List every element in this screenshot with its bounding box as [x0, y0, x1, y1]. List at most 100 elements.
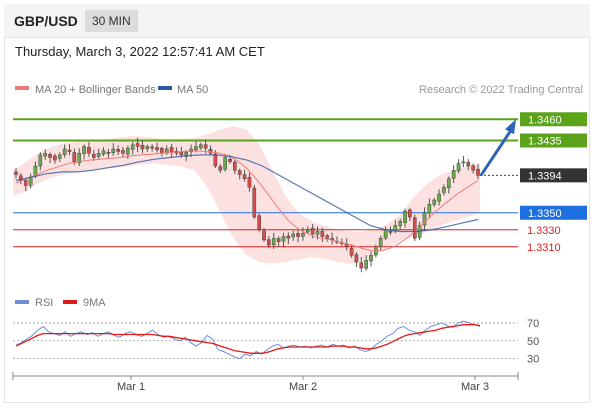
rsi-panel-layer: 70 50 30	[13, 318, 539, 366]
level-label-1.3435: 1.3435	[528, 136, 562, 148]
timeframe-button[interactable]: 30 MIN	[85, 10, 138, 32]
legend-swatch-9ma	[63, 300, 77, 304]
candle-body	[62, 148, 67, 155]
candle-body	[271, 238, 276, 246]
bollinger-band-layer	[13, 126, 480, 264]
candle-body	[310, 227, 315, 235]
candle-body	[67, 149, 72, 152]
credit-text: Research © 2022 Trading Central	[419, 84, 583, 96]
legend-swatch-rsi	[15, 300, 29, 304]
candle-body	[451, 170, 456, 179]
legend-swatch-ma20	[15, 86, 29, 90]
candle-body	[325, 235, 330, 239]
candle-body	[286, 235, 291, 239]
candle-body	[437, 193, 441, 202]
candle-body	[233, 161, 237, 171]
candle-body	[208, 149, 213, 154]
candle-body	[155, 147, 159, 151]
candle-body	[456, 163, 461, 172]
candle-body	[349, 248, 354, 256]
forecast-arrow-head	[505, 119, 516, 135]
candle-body	[96, 153, 101, 157]
level-box-1.3435	[520, 133, 587, 148]
candle-body	[412, 217, 417, 239]
candle-body	[388, 231, 393, 233]
forecast-layer	[479, 119, 516, 177]
legend-9ma-label: 9MA	[83, 297, 106, 309]
candle-body	[126, 147, 130, 155]
candle-body	[194, 146, 198, 151]
candle-body	[262, 230, 266, 241]
candle-body	[111, 148, 116, 153]
candle-body	[160, 148, 164, 154]
candle-body	[354, 254, 359, 263]
chart-frame	[4, 4, 590, 403]
time-axis-label: Mar 1	[117, 381, 145, 393]
level-box-1.3350	[520, 205, 587, 220]
candles-layer	[14, 137, 480, 273]
legend-ma50-label: MA 50	[177, 84, 208, 96]
legend-rsi-label: RSI	[35, 297, 53, 309]
candle-body	[378, 238, 383, 248]
candle-body	[87, 147, 91, 154]
bollinger-band-fill	[13, 126, 480, 264]
candle-body	[422, 212, 427, 226]
candle-body	[408, 209, 412, 218]
candle-body	[267, 239, 271, 246]
candle-body	[252, 187, 257, 218]
ma20-line	[15, 150, 479, 252]
candle-body	[140, 145, 145, 150]
candle-body	[315, 231, 320, 235]
candle-body	[305, 229, 310, 233]
level-label-1.3460: 1.3460	[528, 114, 562, 126]
rsi-series-9ma	[15, 324, 481, 354]
candle-body	[476, 168, 480, 176]
level-label-1.3350: 1.3350	[528, 208, 562, 220]
candle-body	[184, 152, 189, 157]
level-box-1.3394	[520, 168, 587, 183]
candle-body	[92, 153, 96, 158]
candle-body	[53, 155, 57, 161]
moving-averages-layer	[15, 150, 479, 252]
candle-body	[135, 143, 140, 147]
candle-body	[320, 231, 325, 237]
time-axis-layer: Mar 1 Mar 2 Mar 3	[12, 372, 519, 393]
candle-body	[179, 152, 184, 156]
candle-body	[296, 233, 300, 237]
candle-body	[301, 232, 305, 237]
rsi-tick-70: 70	[527, 318, 539, 330]
candle-body	[364, 260, 368, 269]
candle-body	[383, 229, 388, 239]
candle-body	[427, 204, 432, 214]
candle-body	[116, 149, 120, 152]
candle-body	[150, 146, 154, 149]
candle-body	[223, 157, 227, 170]
candle-body	[203, 144, 208, 149]
candle-body	[19, 175, 23, 181]
candle-body	[281, 236, 286, 242]
candle-body	[276, 238, 281, 242]
candle-body	[228, 158, 232, 162]
candle-body	[447, 178, 451, 189]
candle-body	[247, 177, 252, 188]
candle-body	[57, 154, 62, 159]
candle-body	[43, 153, 47, 157]
candle-body	[23, 180, 28, 186]
candle-body	[242, 174, 247, 179]
forecast-arrow-shaft	[479, 129, 513, 177]
legend-ma20-label: MA 20 + Bollinger Bands	[35, 84, 156, 96]
chart-header: GBP/USD 30 MIN	[4, 4, 590, 38]
candle-body	[218, 166, 223, 171]
level-label-1.3330: 1.3330	[527, 225, 561, 237]
candle-body	[121, 150, 125, 154]
time-axis-label: Mar 2	[289, 381, 317, 393]
candle-body	[169, 147, 174, 152]
candle-body	[442, 187, 446, 193]
candle-body	[101, 150, 106, 155]
candle-body	[48, 154, 52, 158]
candle-body	[432, 199, 437, 205]
candle-body	[466, 162, 471, 167]
candle-body	[198, 144, 203, 149]
legend-swatch-ma50	[158, 86, 172, 90]
